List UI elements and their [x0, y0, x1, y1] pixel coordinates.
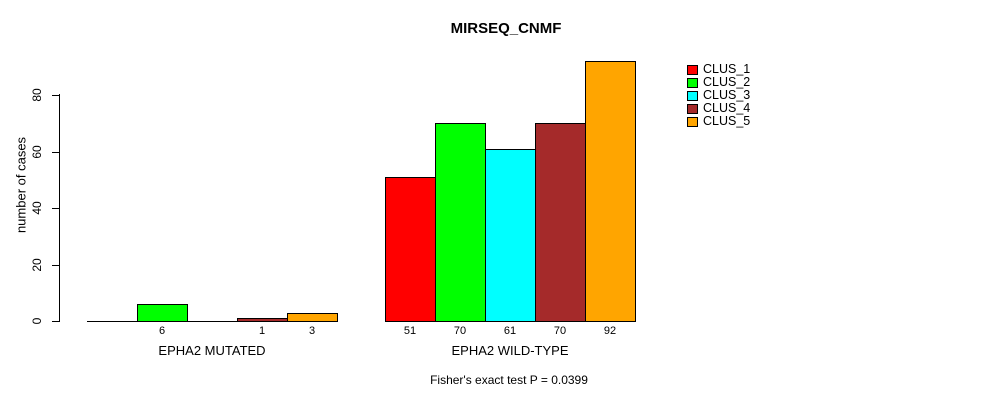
- bar-clus_3-zero: [187, 321, 238, 322]
- bar-clus_5: [585, 61, 636, 322]
- y-axis-label: number of cases: [13, 136, 29, 234]
- y-axis-tick: [52, 208, 59, 209]
- legend-swatch-icon: [687, 90, 698, 101]
- y-axis-line: [59, 94, 60, 322]
- bar-value-label: 3: [308, 325, 316, 337]
- legend-label: CLUS_4: [703, 101, 751, 115]
- bar-clus_1-zero: [87, 321, 138, 322]
- bar-clus_5: [287, 313, 338, 322]
- legend-item: CLUS_4: [687, 102, 750, 115]
- bar-value-label: 70: [453, 325, 467, 337]
- legend-item: CLUS_2: [687, 76, 750, 89]
- bar-clus_4: [535, 123, 586, 322]
- y-tick-label: 20: [30, 258, 44, 272]
- y-axis-tick: [52, 95, 59, 96]
- y-tick-label: 40: [30, 201, 44, 215]
- legend-swatch-icon: [687, 103, 698, 114]
- legend-swatch-icon: [687, 116, 698, 127]
- bar-clus_2: [137, 304, 188, 322]
- y-tick-label: 0: [30, 317, 44, 325]
- bar-value-label: 70: [553, 325, 567, 337]
- bar-clus_4: [237, 318, 288, 322]
- bar-value-label: 51: [403, 325, 417, 337]
- bar-value-label: 61: [503, 325, 517, 337]
- legend-label: CLUS_5: [703, 114, 751, 128]
- legend-swatch-icon: [687, 64, 698, 75]
- category-label: EPHA2 MUTATED: [158, 343, 266, 358]
- legend-label: CLUS_3: [703, 88, 751, 102]
- y-axis-tick: [52, 265, 59, 266]
- legend-item: CLUS_5: [687, 115, 750, 128]
- category-label: EPHA2 WILD-TYPE: [451, 343, 569, 358]
- bar-value-label: 6: [158, 325, 166, 337]
- y-tick-label: 80: [30, 88, 44, 102]
- bar-clus_3: [485, 149, 536, 322]
- legend-item: CLUS_1: [687, 63, 750, 76]
- legend-label: CLUS_1: [703, 62, 751, 76]
- footer-caption: Fisher's exact test P = 0.0399: [430, 373, 588, 387]
- legend-item: CLUS_3: [687, 89, 750, 102]
- bar-value-label: 92: [603, 325, 617, 337]
- legend-swatch-icon: [687, 77, 698, 88]
- bar-value-label: 1: [258, 325, 266, 337]
- bar-clus_1: [385, 177, 436, 322]
- y-axis-tick: [52, 321, 59, 322]
- bar-clus_2: [435, 123, 486, 322]
- y-axis-tick: [52, 152, 59, 153]
- legend-label: CLUS_2: [703, 75, 751, 89]
- chart-title: MIRSEQ_CNMF: [450, 20, 562, 37]
- y-tick-label: 60: [30, 145, 44, 159]
